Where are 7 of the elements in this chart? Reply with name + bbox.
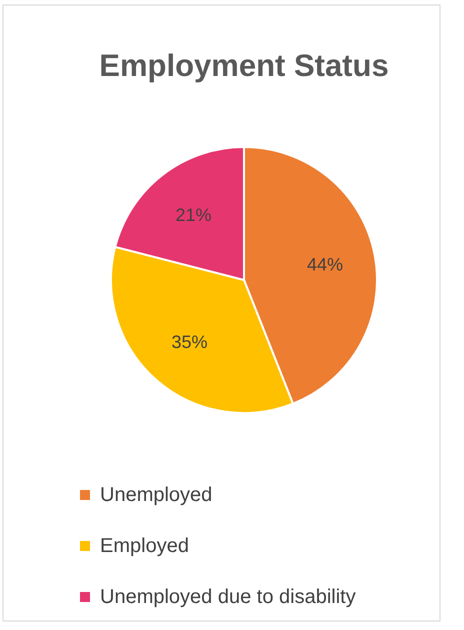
legend-label: Unemployed due to disability	[100, 586, 356, 608]
legend-label: Unemployed	[100, 484, 212, 506]
data-label: 35%	[171, 332, 208, 352]
legend-label: Employed	[100, 535, 189, 557]
data-label: 44%	[306, 254, 344, 275]
chart-title: Employment Status	[99, 48, 389, 83]
data-label: 21%	[175, 204, 212, 225]
